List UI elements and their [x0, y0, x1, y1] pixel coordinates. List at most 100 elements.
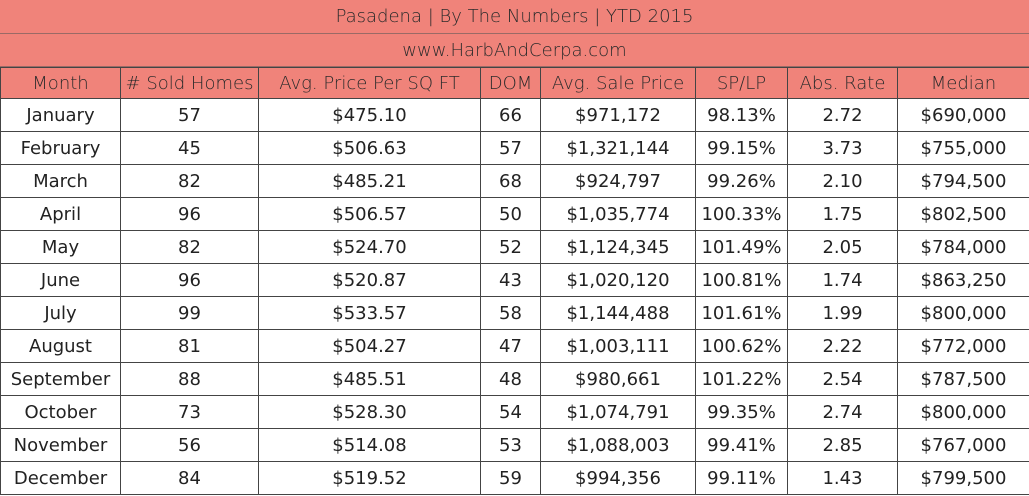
- table-cell: 68: [480, 164, 541, 198]
- table-cell: 43: [480, 263, 541, 297]
- column-header: Avg. Sale Price: [540, 67, 696, 99]
- table-cell: 2.54: [787, 362, 898, 396]
- table-cell: January: [0, 98, 121, 132]
- table-cell: 99.35%: [695, 395, 788, 429]
- table-cell: $800,000: [897, 395, 1029, 429]
- table-row: July 99 $533.57 58 $1,144,488 101.61% 1.99 $800…: [0, 296, 1029, 330]
- table-row: September 88 $485.51 48 $980,661 101.22% 2.54 $…: [0, 362, 1029, 396]
- table-cell: 101.49%: [695, 230, 788, 264]
- table-row: May 82 $524.70 52 $1,124,345 101.49% 2.05 $784,…: [0, 230, 1029, 264]
- table-cell: 82: [120, 230, 259, 264]
- table-row: January 57 $475.10 66 $971,172 98.13% 2.72 $690…: [0, 98, 1029, 132]
- table-cell: May: [0, 230, 121, 264]
- table-cell: 99.11%: [695, 461, 788, 495]
- table-cell: $690,000: [897, 98, 1029, 132]
- table-cell: April: [0, 197, 121, 231]
- table-cell: $1,003,111: [540, 329, 696, 363]
- column-header: Avg. Price Per SQ FT: [258, 67, 481, 99]
- stats-table: Month # Sold Homes Avg. Price Per SQ FT DOM…: [0, 67, 1029, 495]
- table-cell: 96: [120, 263, 259, 297]
- table-cell: $772,000: [897, 329, 1029, 363]
- table-cell: 1.75: [787, 197, 898, 231]
- table-cell: $767,000: [897, 428, 1029, 462]
- table-cell: October: [0, 395, 121, 429]
- table-cell: 99.41%: [695, 428, 788, 462]
- column-header: DOM: [480, 67, 541, 99]
- table-cell: $1,144,488: [540, 296, 696, 330]
- table-row: August 81 $504.27 47 $1,003,111 100.62% 2.22 $7…: [0, 329, 1029, 363]
- table-cell: 2.74: [787, 395, 898, 429]
- column-header: Median: [897, 67, 1029, 99]
- header-row: Month # Sold Homes Avg. Price Per SQ FT DOM…: [0, 67, 1029, 99]
- table-cell: $524.70: [258, 230, 481, 264]
- table-cell: December: [0, 461, 121, 495]
- table-cell: 48: [480, 362, 541, 396]
- table-cell: $994,356: [540, 461, 696, 495]
- table-cell: 54: [480, 395, 541, 429]
- table-cell: 100.33%: [695, 197, 788, 231]
- table-row: November 56 $514.08 53 $1,088,003 99.41% 2.85 $…: [0, 428, 1029, 462]
- table-cell: 45: [120, 131, 259, 165]
- table-cell: 58: [480, 296, 541, 330]
- table-cell: 52: [480, 230, 541, 264]
- sheet-title: Pasadena | By The Numbers | YTD 2015: [0, 0, 1029, 34]
- table-cell: $533.57: [258, 296, 481, 330]
- table-cell: $924,797: [540, 164, 696, 198]
- table-cell: 56: [120, 428, 259, 462]
- table-cell: 101.61%: [695, 296, 788, 330]
- table-cell: 66: [480, 98, 541, 132]
- table-cell: July: [0, 296, 121, 330]
- table-cell: $506.57: [258, 197, 481, 231]
- table-cell: $514.08: [258, 428, 481, 462]
- table-cell: $1,321,144: [540, 131, 696, 165]
- table-cell: 88: [120, 362, 259, 396]
- table-cell: $1,088,003: [540, 428, 696, 462]
- table-cell: November: [0, 428, 121, 462]
- table-cell: $1,074,791: [540, 395, 696, 429]
- table-cell: 2.72: [787, 98, 898, 132]
- table-cell: $519.52: [258, 461, 481, 495]
- table-cell: $520.87: [258, 263, 481, 297]
- table-row: December 84 $519.52 59 $994,356 99.11% 1.43 $79…: [0, 461, 1029, 495]
- table-row: June 96 $520.87 43 $1,020,120 100.81% 1.74 $863…: [0, 263, 1029, 297]
- table-cell: August: [0, 329, 121, 363]
- table-cell: $800,000: [897, 296, 1029, 330]
- table-cell: $799,500: [897, 461, 1029, 495]
- table-row: March 82 $485.21 68 $924,797 99.26% 2.10 $794,5…: [0, 164, 1029, 198]
- table-cell: 3.73: [787, 131, 898, 165]
- table-cell: 59: [480, 461, 541, 495]
- table-cell: $794,500: [897, 164, 1029, 198]
- table-cell: $980,661: [540, 362, 696, 396]
- table-cell: 1.43: [787, 461, 898, 495]
- table-cell: $485.51: [258, 362, 481, 396]
- table-cell: 100.81%: [695, 263, 788, 297]
- table-cell: September: [0, 362, 121, 396]
- table-cell: $863,250: [897, 263, 1029, 297]
- table-cell: 99.15%: [695, 131, 788, 165]
- table-cell: $1,035,774: [540, 197, 696, 231]
- table-cell: March: [0, 164, 121, 198]
- table-cell: 1.99: [787, 296, 898, 330]
- table-cell: June: [0, 263, 121, 297]
- table-cell: $1,020,120: [540, 263, 696, 297]
- table-cell: $802,500: [897, 197, 1029, 231]
- table-cell: 82: [120, 164, 259, 198]
- table-cell: 53: [480, 428, 541, 462]
- table-cell: 73: [120, 395, 259, 429]
- table-cell: 2.85: [787, 428, 898, 462]
- table-cell: 2.05: [787, 230, 898, 264]
- table-cell: 100.62%: [695, 329, 788, 363]
- table-cell: $485.21: [258, 164, 481, 198]
- table-cell: $506.63: [258, 131, 481, 165]
- table-cell: 2.22: [787, 329, 898, 363]
- column-header: Month: [0, 67, 121, 99]
- table-cell: $784,000: [897, 230, 1029, 264]
- table-cell: 57: [480, 131, 541, 165]
- table-cell: $1,124,345: [540, 230, 696, 264]
- table-cell: 98.13%: [695, 98, 788, 132]
- table-cell: 99.26%: [695, 164, 788, 198]
- table-cell: 81: [120, 329, 259, 363]
- table-cell: February: [0, 131, 121, 165]
- table-cell: 2.10: [787, 164, 898, 198]
